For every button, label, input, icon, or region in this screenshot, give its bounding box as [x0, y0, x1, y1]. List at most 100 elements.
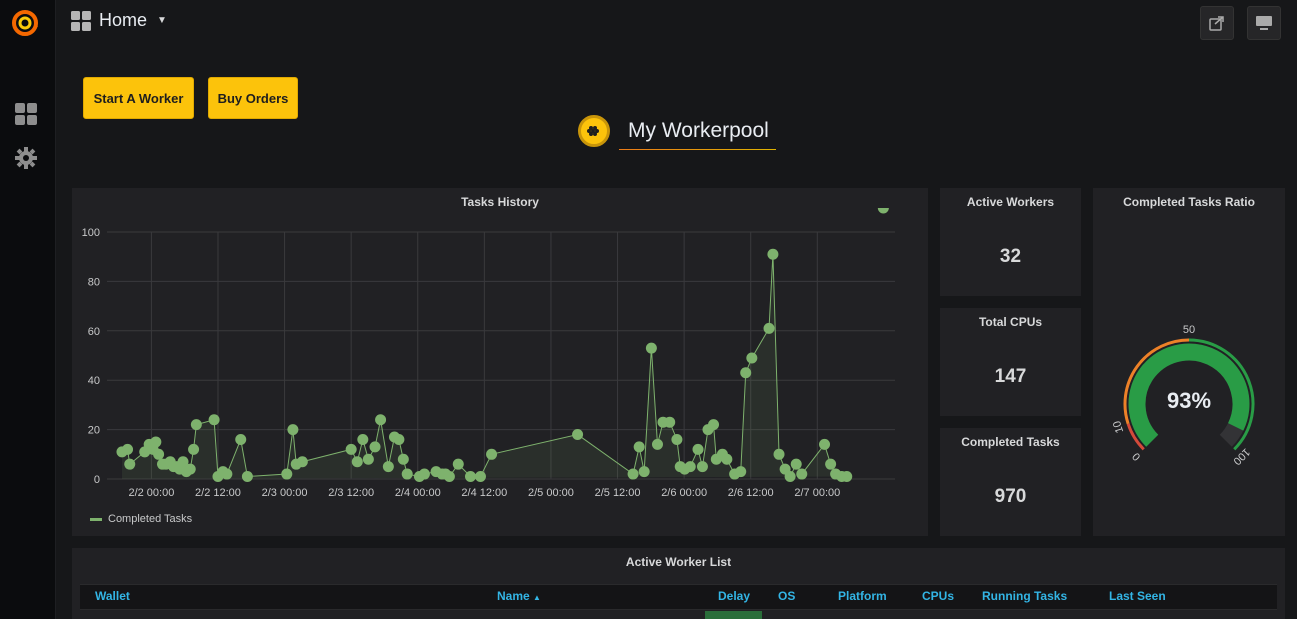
col-os[interactable]: OS — [778, 589, 796, 603]
data-point[interactable] — [773, 448, 785, 460]
data-point[interactable] — [740, 367, 752, 379]
data-point[interactable] — [287, 424, 299, 436]
data-point[interactable] — [486, 448, 498, 460]
share-button[interactable] — [1200, 6, 1234, 40]
y-tick-label: 60 — [88, 326, 100, 338]
data-point[interactable] — [235, 433, 247, 445]
col-name[interactable]: Name ▲ — [497, 589, 541, 603]
data-point[interactable] — [452, 458, 464, 470]
col-running-tasks[interactable]: Running Tasks — [982, 589, 1068, 603]
data-point[interactable] — [393, 433, 405, 445]
data-point[interactable] — [190, 419, 202, 431]
dashboard-picker[interactable]: Home ▼ — [71, 10, 167, 31]
data-point[interactable] — [633, 441, 645, 453]
data-point[interactable] — [281, 468, 293, 480]
data-point[interactable] — [645, 342, 657, 354]
data-point[interactable] — [418, 468, 430, 480]
data-point[interactable] — [721, 453, 733, 465]
data-point[interactable] — [877, 208, 889, 214]
data-point[interactable] — [122, 443, 134, 455]
start-worker-button[interactable]: Start A Worker — [83, 77, 194, 119]
data-point[interactable] — [464, 471, 476, 483]
data-point[interactable] — [241, 471, 253, 483]
data-point[interactable] — [184, 463, 196, 475]
data-point[interactable] — [124, 458, 136, 470]
data-point[interactable] — [664, 416, 676, 428]
data-point[interactable] — [296, 456, 308, 468]
data-point[interactable] — [397, 453, 409, 465]
worker-list-panel: Active Worker List Wallet Name ▲ Delay O… — [72, 548, 1285, 619]
data-point[interactable] — [375, 414, 387, 426]
data-point[interactable] — [357, 433, 369, 445]
data-point[interactable] — [825, 458, 837, 470]
data-point[interactable] — [443, 471, 455, 483]
data-point[interactable] — [696, 461, 708, 473]
x-tick-label: 2/7 00:00 — [794, 487, 840, 499]
x-tick-label: 2/3 00:00 — [262, 487, 308, 499]
y-tick-label: 100 — [82, 227, 100, 239]
x-tick-label: 2/5 12:00 — [595, 487, 641, 499]
data-point[interactable] — [572, 429, 584, 441]
data-point[interactable] — [474, 471, 486, 483]
data-point[interactable] — [638, 466, 650, 478]
gear-icon[interactable] — [15, 147, 37, 169]
workerpool-header: My Workerpool — [578, 114, 778, 154]
data-point[interactable] — [796, 468, 808, 480]
tasks-history-title[interactable]: Tasks History — [461, 195, 539, 209]
data-point[interactable] — [692, 443, 704, 455]
data-point[interactable] — [153, 448, 165, 460]
data-point[interactable] — [735, 466, 747, 478]
completed-ratio-title[interactable]: Completed Tasks Ratio — [1123, 195, 1255, 209]
col-cpus[interactable]: CPUs — [922, 589, 955, 603]
data-point[interactable] — [345, 443, 357, 455]
data-point[interactable] — [627, 468, 639, 480]
chart-legend[interactable]: Completed Tasks — [90, 513, 192, 525]
buy-orders-button[interactable]: Buy Orders — [208, 77, 298, 119]
data-point[interactable] — [362, 453, 374, 465]
data-point[interactable] — [790, 458, 802, 470]
data-point[interactable] — [767, 248, 779, 260]
worker-list-title[interactable]: Active Worker List — [625, 555, 732, 569]
data-point[interactable] — [819, 438, 831, 450]
caret-down-icon: ▼ — [157, 15, 167, 26]
share-icon — [1209, 16, 1224, 31]
data-point[interactable] — [746, 352, 758, 364]
y-tick-label: 20 — [88, 425, 100, 437]
tv-mode-button[interactable] — [1247, 6, 1281, 40]
gauge-threshold-orange — [1123, 338, 1190, 425]
worker-table-header: Wallet Name ▲ Delay OS Platform CPUs Run… — [80, 584, 1277, 610]
data-point[interactable] — [382, 461, 394, 473]
gauge-threshold-green — [1188, 338, 1255, 451]
data-point[interactable] — [708, 419, 720, 431]
completed-tasks-label[interactable]: Completed Tasks — [961, 435, 1060, 449]
completed-tasks-value: 970 — [994, 486, 1027, 507]
data-point[interactable] — [177, 456, 189, 468]
sidebar — [0, 0, 56, 619]
data-point[interactable] — [841, 471, 853, 483]
data-point[interactable] — [784, 471, 796, 483]
col-delay[interactable]: Delay — [718, 589, 751, 603]
total-cpus-label[interactable]: Total CPUs — [978, 315, 1043, 329]
col-wallet[interactable]: Wallet — [95, 589, 130, 603]
data-point[interactable] — [221, 468, 233, 480]
gauge-tick-0: 0 — [1130, 450, 1143, 463]
data-point[interactable] — [369, 441, 381, 453]
col-platform[interactable]: Platform — [838, 589, 887, 603]
hexagon-cluster-icon — [587, 126, 599, 136]
data-point[interactable] — [150, 436, 162, 448]
data-point[interactable] — [684, 461, 696, 473]
x-tick-label: 2/4 12:00 — [461, 487, 507, 499]
active-workers-label[interactable]: Active Workers — [966, 195, 1055, 209]
data-point[interactable] — [651, 438, 663, 450]
data-point[interactable] — [671, 433, 683, 445]
dashboards-icon[interactable] — [15, 103, 37, 125]
dashboard-title: Home — [99, 10, 148, 30]
data-point[interactable] — [208, 414, 220, 426]
data-point[interactable] — [351, 456, 363, 468]
dashboard-grid-icon — [71, 10, 91, 31]
grafana-logo[interactable] — [10, 8, 40, 38]
data-point[interactable] — [401, 468, 413, 480]
data-point[interactable] — [188, 443, 200, 455]
col-last-seen[interactable]: Last Seen — [1109, 589, 1166, 603]
data-point[interactable] — [763, 322, 775, 334]
